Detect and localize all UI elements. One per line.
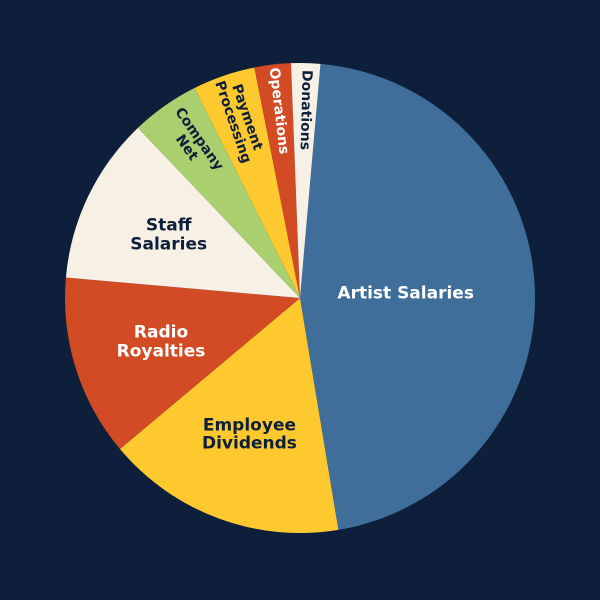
slice-label: Donations [296,69,315,151]
slice-label: Staff Salaries [130,215,208,254]
pie-slice [137,88,300,299]
slice-label: Radio Royalties [116,322,206,361]
slice-label: Artist Salaries [337,283,474,304]
pie-slice [254,63,300,298]
pie-slice [290,63,321,298]
pie-slice [119,298,339,534]
pie-slice [64,277,300,450]
pie-slice [194,67,300,298]
pie-slice [300,63,536,530]
slice-label: Employee Dividends [201,414,297,454]
pie-slice [65,127,300,298]
